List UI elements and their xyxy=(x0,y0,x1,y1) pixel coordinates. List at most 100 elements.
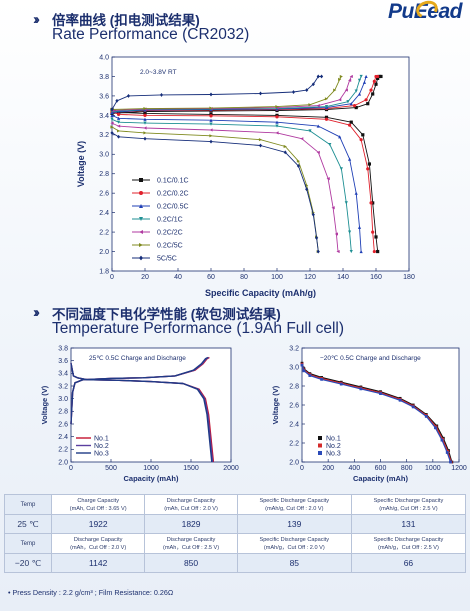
y-tick-label: 3.8 xyxy=(58,345,68,352)
data-point xyxy=(143,121,147,125)
data-point xyxy=(143,136,147,141)
y-tick-label: 3.2 xyxy=(289,345,299,352)
y-tick-label: 3.4 xyxy=(58,371,68,378)
data-point xyxy=(374,82,378,86)
legend-label: 0.2C/0.5C xyxy=(157,204,189,211)
temp-cell: −20 ℃ xyxy=(4,553,52,573)
data-point xyxy=(209,139,213,144)
data-point xyxy=(371,201,375,205)
y-tick-label: 2.6 xyxy=(58,421,68,428)
data-point xyxy=(300,137,304,141)
data-point xyxy=(349,249,353,254)
data-point xyxy=(352,104,357,108)
data-point xyxy=(296,159,301,163)
header-line1: Discharge Capacity xyxy=(166,536,216,543)
data-point xyxy=(377,74,381,79)
section1-title-cn: 倍率曲线 (扣电测试结果) xyxy=(52,13,200,28)
section2-title: 不同温度下电化学性能 (软包测试结果) xyxy=(52,303,281,323)
header-line2: (mAh/g, Cut Off : 2.0 V) xyxy=(265,505,324,512)
data-point xyxy=(349,74,353,79)
data-point xyxy=(366,167,370,171)
table-cell: 131 xyxy=(350,514,467,534)
data-point xyxy=(324,115,329,119)
brand-logo: PuEead xyxy=(387,0,463,24)
data-point xyxy=(374,235,378,239)
data-point xyxy=(334,232,338,236)
data-point xyxy=(117,134,121,139)
section1-title-en: Rate Performance (CR2032) xyxy=(52,26,250,43)
table-cell: 139 xyxy=(236,514,352,534)
data-point xyxy=(300,363,304,367)
section2-title-en: Temperature Performance (1.9Ah Full cell… xyxy=(52,320,345,337)
data-point xyxy=(209,118,213,122)
logo-text: PuEead xyxy=(387,0,463,23)
data-point xyxy=(117,112,121,116)
header-line2: (mAh/g，Cut Off : 2.0 V) xyxy=(263,544,325,551)
legend-label: No.3 xyxy=(326,450,341,457)
x-tick-label: 1200 xyxy=(451,465,467,472)
data-point xyxy=(376,74,380,79)
data-point xyxy=(209,106,213,110)
data-point xyxy=(434,426,437,430)
y-tick-label: 4.0 xyxy=(99,54,109,61)
section2-title-cn: 不同温度下电化学性能 (软包测试结果) xyxy=(52,307,281,322)
y-tick-label: 2.8 xyxy=(58,409,68,416)
data-point xyxy=(349,120,353,124)
y-axis-label: Voltage (V) xyxy=(40,385,49,424)
rate-performance-chart: 0 20 40 60 80 100 120 140 160 180 1.8 2.0 2.2 2.4 2.6 2… xyxy=(76,54,415,298)
data-point xyxy=(143,111,147,116)
series-line xyxy=(301,363,453,463)
data-point xyxy=(369,88,373,92)
x-tick-label: 0 xyxy=(300,465,304,472)
x-tick-label: 600 xyxy=(375,465,387,472)
data-point xyxy=(348,123,352,127)
data-point xyxy=(143,117,147,121)
x-tick-label: 20 xyxy=(141,274,149,281)
data-point xyxy=(143,126,147,130)
header-line2: (mAh, Cut Off : 2.0 V) xyxy=(164,505,218,512)
x-tick-label: 80 xyxy=(240,274,248,281)
data-point xyxy=(308,374,312,377)
y-tick-label: 3.8 xyxy=(99,74,109,81)
temp-cell: 25 ℃ xyxy=(4,514,52,534)
y-tick-label: 2.8 xyxy=(289,383,299,390)
x-tick-label: 120 xyxy=(304,274,316,281)
legend-swatch xyxy=(318,443,322,448)
data-point xyxy=(359,249,363,254)
data-point xyxy=(379,392,382,395)
y-tick-label: 3.6 xyxy=(99,93,109,100)
data-point xyxy=(359,138,363,142)
x-tick-label: 100 xyxy=(271,274,283,281)
x-axis-label: Specific Capacity (mAh/g) xyxy=(205,288,316,298)
data-point xyxy=(275,131,279,135)
y-tick-label: 2.4 xyxy=(58,434,68,441)
data-point xyxy=(209,134,213,138)
data-point xyxy=(354,191,358,195)
data-point xyxy=(283,144,287,149)
legend-label: 5C/5C xyxy=(157,256,177,263)
legend-label: No.3 xyxy=(94,450,109,457)
table-header-cell: Discharge Capacity (mAh, Cut Off : 2.0 V) xyxy=(144,494,238,515)
y-tick-label: 3.6 xyxy=(58,358,68,365)
data-point xyxy=(139,217,143,221)
x-tick-label: 160 xyxy=(370,274,382,281)
y-tick-label: 2.0 xyxy=(58,459,68,466)
header-line1: Charge Capacity xyxy=(77,497,120,504)
data-point xyxy=(143,131,147,135)
series-line-discharge xyxy=(111,111,375,252)
data-point xyxy=(275,120,279,124)
table-header-cell: Specific Discharge Capacity (mAh/g, Cut O… xyxy=(350,494,467,515)
series-line-discharge xyxy=(70,363,213,463)
x-tick-label: 40 xyxy=(174,274,182,281)
performance-table: Temp Charge Capacity (mAh, Cut Off : 3.65… xyxy=(4,494,467,573)
x-tick-label: 180 xyxy=(403,274,415,281)
table-header-row-minus20c: Temp Discharge Capacity (mAh，Cut Off : 2.… xyxy=(4,533,467,554)
data-point xyxy=(376,249,380,254)
table-header-cell: Discharge Capacity (mAh，Cut Off : 2.0 V) xyxy=(50,533,146,554)
footnote: • Press Density : 2.2 g/cm³ ; Film Resis… xyxy=(8,588,174,597)
legend-label: 0.1C/0.1C xyxy=(157,178,189,185)
header-line1: Specific Discharge Capacity xyxy=(373,536,444,543)
y-axis-label: Voltage (V) xyxy=(271,385,280,424)
chart-annotation: −20℃ 0.5C Charge and Discharge xyxy=(320,355,421,362)
header-line1: Discharge Capacity xyxy=(73,536,123,543)
